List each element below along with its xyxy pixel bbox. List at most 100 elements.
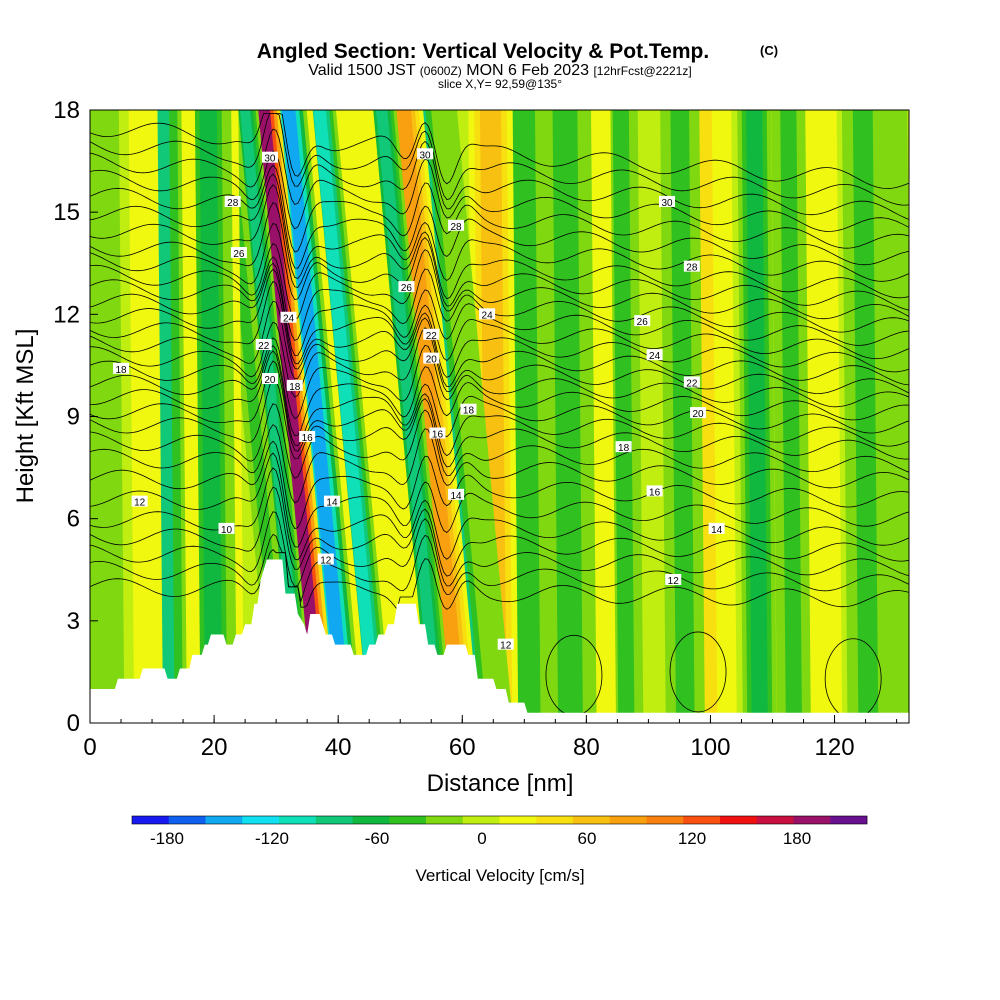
isentrope-closed-contour <box>669 631 727 713</box>
colorbar-swatch <box>793 816 831 824</box>
isentrope-label-text: 18 <box>463 406 475 417</box>
isentrope-label-text: 22 <box>426 331 438 342</box>
x-tick-label: 60 <box>449 734 476 761</box>
isentrope-label-box <box>423 352 440 364</box>
isentrope-line <box>90 403 909 479</box>
colorbar-swatch <box>756 816 794 824</box>
colorbar-swatch <box>132 816 170 824</box>
isentrope-line <box>90 344 909 437</box>
isentrope-line <box>90 549 909 611</box>
colorbar-swatch <box>499 816 537 824</box>
isentrope-label-text: 22 <box>686 378 698 389</box>
velocity-band <box>90 110 118 723</box>
isentrope-label-box <box>646 349 663 361</box>
subtitle-date: MON 6 Feb 2023 <box>466 62 589 79</box>
isentrope-label: 18 <box>113 362 130 376</box>
isentrope-label-text: 18 <box>618 443 630 454</box>
colorbar-swatch <box>609 816 647 824</box>
isentrope-label: 14 <box>708 522 725 536</box>
colorbar-swatch <box>462 816 500 824</box>
isentrope-label-text: 26 <box>637 317 649 328</box>
x-tick-label: 0 <box>83 734 96 761</box>
isentrope-label-box <box>317 553 334 565</box>
isentrope-label-box <box>615 441 632 453</box>
chart-title-tag: (C) <box>760 43 778 58</box>
isentrope-label-text: 22 <box>258 341 270 352</box>
chart-title: Angled Section: Vertical Velocity & Pot.… <box>257 40 709 63</box>
isentrope-label-box <box>261 151 278 163</box>
chart-slice-info: slice X,Y= 92,59@135° <box>438 77 562 91</box>
isentrope-line <box>90 350 909 447</box>
isentrope-label-text: 12 <box>668 576 680 587</box>
isentrope-label-box <box>646 485 663 497</box>
isentrope-label-box <box>429 427 446 439</box>
colorbar: -180 -120 -60 0 60 120 180 <box>131 815 868 848</box>
colorbar-swatch <box>168 816 206 824</box>
isentrope-label: 30 <box>417 148 434 161</box>
isentrope-label-box <box>448 488 465 500</box>
colorbar-swatch <box>352 816 390 824</box>
x-tick-label: 120 <box>815 734 855 761</box>
isentrope-label-text: 16 <box>649 487 661 498</box>
y-tick-label: 18 <box>53 97 80 124</box>
isentrope-label: 22 <box>255 338 272 352</box>
isentrope-label-box <box>113 362 130 374</box>
isentrope-label-text: 30 <box>661 198 673 209</box>
isentrope-label-text: 14 <box>451 491 463 502</box>
colorbar-tick-label: 120 <box>678 829 706 848</box>
velocity-band <box>885 110 909 723</box>
isentrope-label: 12 <box>665 573 682 587</box>
isentrope-line <box>90 223 909 311</box>
subtitle-forecast: [12hrFcst@2221z] <box>593 64 691 78</box>
colorbar-swatch <box>205 816 243 824</box>
colorbar-swatch <box>279 816 317 824</box>
isentrope-line <box>90 202 909 300</box>
isentrope-label: 12 <box>497 638 514 652</box>
velocity-band <box>199 110 223 723</box>
x-tick-label: 80 <box>573 734 600 761</box>
isentrope-label-box <box>299 430 316 442</box>
isentrope-label-box <box>218 522 235 534</box>
isentrope-line <box>90 337 909 420</box>
isentrope-label: 16 <box>646 485 663 498</box>
isentrope-line <box>90 321 909 398</box>
isentrope-label: 16 <box>429 427 446 441</box>
isentrope-label-box <box>423 328 440 340</box>
velocity-band <box>133 110 158 723</box>
isentrope-label-box <box>634 315 651 327</box>
isentrope-line <box>90 164 909 253</box>
isentrope-label: 30 <box>261 151 278 165</box>
colorbar-swatch <box>720 816 758 824</box>
y-tick-label: 3 <box>67 608 80 635</box>
colorbar-swatch <box>573 816 611 824</box>
velocity-band <box>257 110 326 723</box>
isentrope-line <box>90 184 909 282</box>
isentrope-label: 24 <box>280 311 297 325</box>
velocity-band <box>746 110 768 723</box>
isentrope-line <box>90 486 909 577</box>
velocity-band <box>240 110 306 723</box>
velocity-band <box>281 110 352 723</box>
isentrope-label-text: 16 <box>432 430 444 441</box>
isentrope-line <box>90 280 909 378</box>
y-tick-label: 6 <box>67 506 80 533</box>
isentrope-label-text: 24 <box>649 351 661 362</box>
y-axis: 0 3 6 9 12 15 18 <box>53 97 98 737</box>
velocity-band <box>808 110 837 723</box>
isentrope-label-text: 12 <box>134 498 146 509</box>
colorbar-tick-label: -120 <box>255 829 289 848</box>
colorbar-tick-label: 0 <box>477 829 486 848</box>
plot-area: 30 30 30 28 28 28 26 26 26 24 24 24 22 22 22 20 20 20 18 18… <box>90 110 909 723</box>
isentrope-label: 14 <box>323 495 340 509</box>
isentrope-label: 18 <box>615 441 632 454</box>
subtitle-valid: Valid 1500 JST <box>308 62 416 79</box>
isentrope-label: 28 <box>224 195 241 209</box>
isentrope-label-box <box>131 495 148 507</box>
isentrope-label-text: 28 <box>227 198 239 209</box>
colorbar-swatch <box>315 816 353 824</box>
isentrope-line <box>90 452 909 548</box>
isentrope-label-text: 20 <box>692 409 704 420</box>
isentrope-label-text: 10 <box>221 525 233 536</box>
colorbar-frame <box>131 815 868 825</box>
